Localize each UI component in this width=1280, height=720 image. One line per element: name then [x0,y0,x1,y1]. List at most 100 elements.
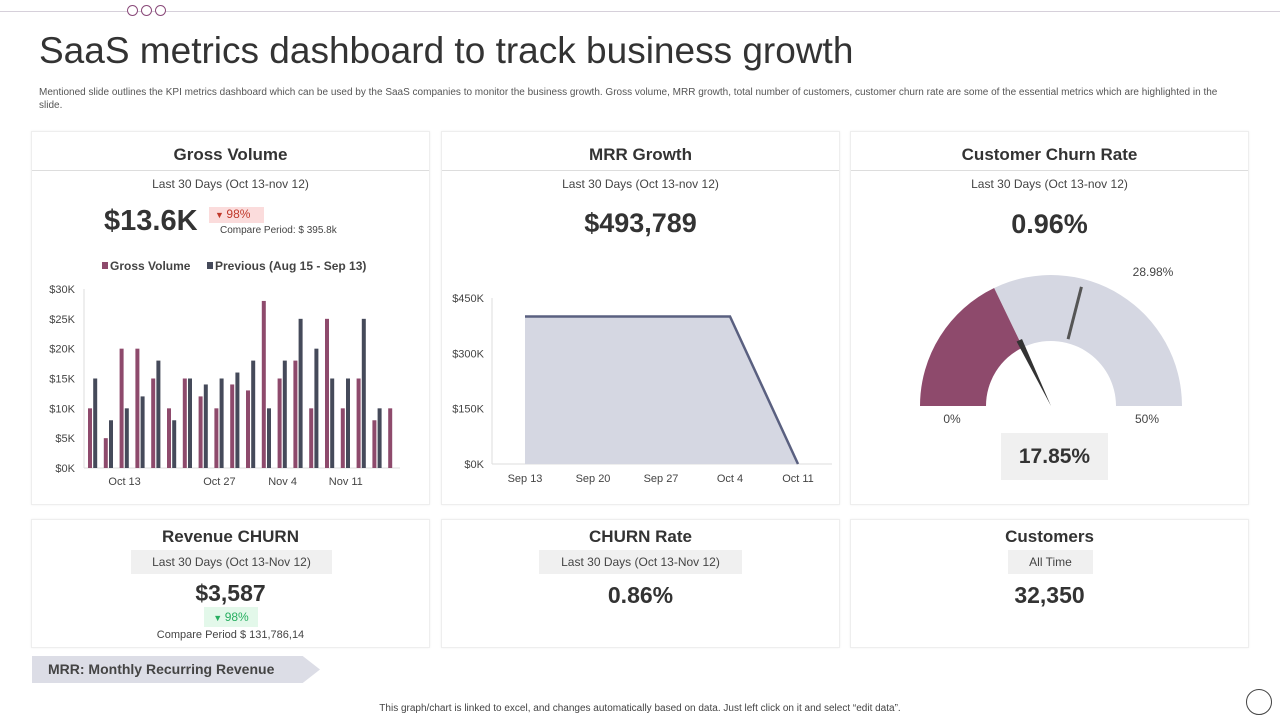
y-tick-label: $5K [55,433,75,445]
gross-volume-bar [293,360,298,468]
down-arrow-icon: ▼ [215,210,227,220]
revenue-churn-value: $3,587 [195,580,266,606]
gross-volume-chart[interactable]: Gross Volume Previous (Aug 15 - Sep 13) $0… [32,252,431,502]
y-tick-label: $150K [452,404,484,416]
footer-note: This graph/chart is linked to excel, and… [379,703,901,714]
change-value: 98% [224,610,249,624]
customer-churn-rate-card: Customer Churn Rate Last 30 Days (Oct 13… [850,131,1249,505]
revenue-churn-card: Revenue CHURN Last 30 Days (Oct 13-Nov 1… [31,519,430,648]
slide-dots [127,5,166,16]
gross-volume-bar [372,420,377,468]
churn-gauge[interactable]: 28.98% 0% 50% [851,252,1250,432]
previous-bar [109,420,113,468]
previous-bar [314,348,319,468]
churn-rate-card: CHURN Rate Last 30 Days (Oct 13-Nov 12) … [441,519,840,648]
gross-volume-bar [198,396,203,468]
compare-period: Compare Period $ 131,786,14 [156,629,305,641]
x-tick-label: Oct 4 [717,473,743,485]
legend-label: Gross Volume [110,259,191,273]
down-arrow-icon: ▼ [213,613,225,623]
gross-volume-bar [135,348,140,468]
y-tick-label: $15K [49,374,75,386]
customers-value: 32,350 [1014,582,1085,608]
y-tick-label: $0K [55,463,75,475]
previous-bar [93,378,98,468]
page-title: SaaS metrics dashboard to track business… [39,30,854,71]
previous-bar [172,420,177,468]
card-title: Customer Churn Rate [961,145,1138,164]
period-label: Last 30 Days (Oct 13-Nov 12) [131,550,332,574]
previous-bar [330,378,335,468]
card-title: MRR Growth [589,145,692,164]
period-label: All Time [1008,550,1093,574]
page-description: Mentioned slide outlines the KPI metrics… [39,87,1218,111]
y-tick-label: $0K [464,459,484,471]
period-label: Last 30 Days (Oct 13-nov 12) [562,177,719,191]
x-tick-label: Oct 11 [782,473,814,485]
gross-volume-bar [356,378,361,468]
gross-volume-bar [388,408,393,468]
previous-bar [203,384,208,468]
divider [851,170,1248,171]
legend-swatch [102,262,108,269]
x-tick-label: Sep 20 [576,473,611,485]
top-rule [0,11,1280,12]
gauge-fill [920,287,1023,406]
y-tick-label: $25K [49,314,75,326]
marker-label: 28.98% [1133,265,1174,279]
gauge-value-label: 17.85% [1001,433,1108,480]
gross-volume-bar [214,408,219,468]
gross-volume-bar [119,348,124,468]
x-tick-label: Oct 13 [108,476,140,488]
gross-volume-bar [151,378,156,468]
previous-bar [188,378,192,468]
period-label: Last 30 Days (Oct 13-nov 12) [971,177,1128,191]
previous-bar [219,378,224,468]
card-title: CHURN Rate [589,527,692,546]
y-tick-label: $30K [49,284,75,296]
gross-value: $13.6K [104,205,198,237]
gross-volume-bar [309,408,314,468]
y-tick-label: $450K [452,293,484,305]
x-tick-label: Nov 4 [268,476,297,488]
x-tick-label: Sep 13 [508,473,543,485]
dot-icon [127,5,138,16]
x-tick-label: Oct 27 [203,476,235,488]
churn-rate-value: 0.86% [607,582,674,608]
x-tick-label: Sep 27 [644,473,679,485]
gross-volume-bar [230,384,235,468]
dot-icon [155,5,166,16]
gauge-marker [1066,286,1083,340]
previous-bar [346,378,350,468]
x-tick-label: Nov 11 [329,476,363,488]
divider [32,170,429,171]
period-label: Last 30 Days (Oct 13-nov 12) [152,177,309,191]
card-title: Gross Volume [173,145,288,164]
gross-volume-card: Gross Volume Last 30 Days (Oct 13-nov 12… [31,131,430,505]
previous-bar [282,360,287,468]
change-badge: ▼ 98% [204,607,258,627]
card-title: Revenue CHURN [162,527,299,546]
previous-bar [235,372,240,468]
previous-bar [377,408,382,468]
gross-volume-bar [182,378,187,468]
previous-bar [251,360,256,468]
gauge-track [994,275,1182,406]
mrr-value: $493,789 [584,208,697,238]
dot-icon [141,5,152,16]
max-label: 50% [1135,412,1159,426]
circle-icon [1246,689,1272,715]
gross-volume-bar [325,318,329,468]
churn-value: 0.96% [1011,209,1088,239]
gross-volume-bar [277,378,282,468]
previous-bar [298,318,303,468]
mrr-area [525,316,798,464]
mrr-growth-card: MRR Growth Last 30 Days (Oct 13-nov 12) … [441,131,840,505]
change-badge: ▼ 98% [209,207,264,223]
card-title: Customers [1005,527,1094,546]
min-label: 0% [943,412,961,426]
y-tick-label: $10K [49,403,75,415]
previous-bar [361,318,366,468]
previous-bar [124,408,129,468]
